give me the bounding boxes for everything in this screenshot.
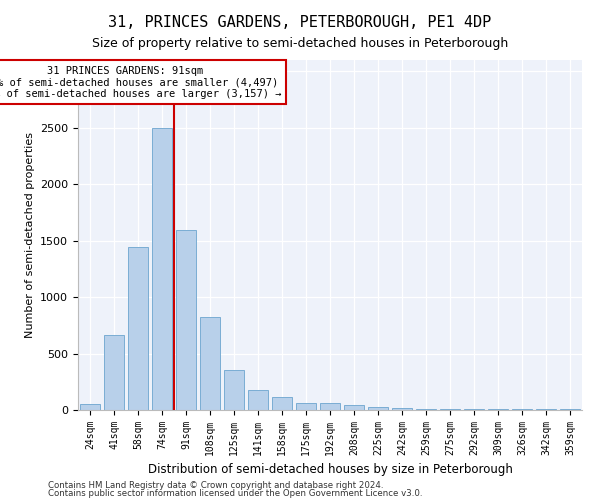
Bar <box>344 406 364 410</box>
Bar <box>128 247 148 410</box>
Bar <box>80 404 100 410</box>
Bar <box>296 402 316 410</box>
Bar <box>224 370 244 410</box>
Bar <box>320 402 340 410</box>
Text: 31, PRINCES GARDENS, PETERBOROUGH, PE1 4DP: 31, PRINCES GARDENS, PETERBOROUGH, PE1 4… <box>109 15 491 30</box>
Y-axis label: Number of semi-detached properties: Number of semi-detached properties <box>25 132 35 338</box>
Bar <box>272 397 292 410</box>
Text: 31 PRINCES GARDENS: 91sqm
← 58% of semi-detached houses are smaller (4,497)
  41: 31 PRINCES GARDENS: 91sqm ← 58% of semi-… <box>0 66 281 99</box>
Bar <box>368 407 388 410</box>
Text: Size of property relative to semi-detached houses in Peterborough: Size of property relative to semi-detach… <box>92 38 508 51</box>
Bar <box>176 230 196 410</box>
X-axis label: Distribution of semi-detached houses by size in Peterborough: Distribution of semi-detached houses by … <box>148 464 512 476</box>
Bar <box>152 128 172 410</box>
Text: Contains public sector information licensed under the Open Government Licence v3: Contains public sector information licen… <box>48 489 422 498</box>
Text: Contains HM Land Registry data © Crown copyright and database right 2024.: Contains HM Land Registry data © Crown c… <box>48 480 383 490</box>
Bar <box>200 317 220 410</box>
Bar <box>104 336 124 410</box>
Bar <box>248 390 268 410</box>
Bar <box>392 408 412 410</box>
